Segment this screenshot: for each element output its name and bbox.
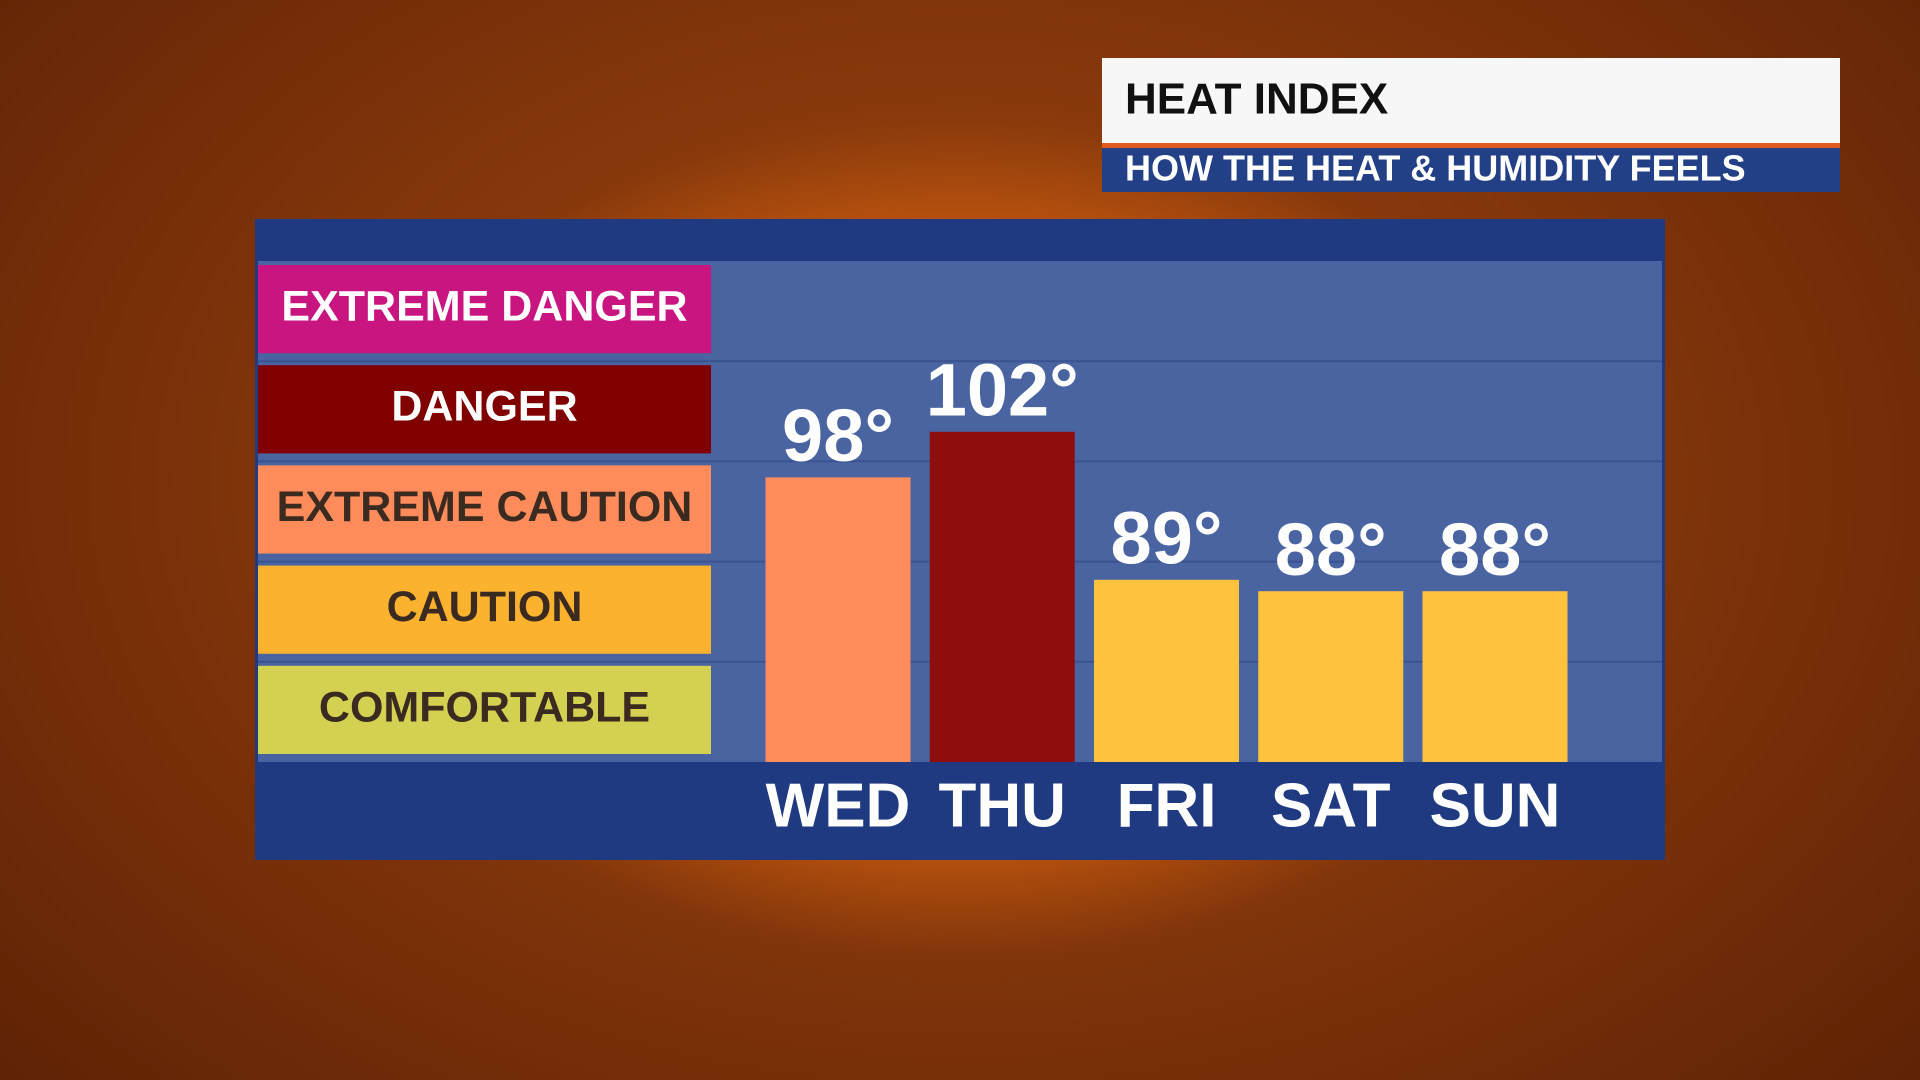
band-label: CAUTION	[387, 583, 583, 631]
x-tick-label: WED	[766, 771, 911, 840]
x-tick-label: SAT	[1271, 771, 1391, 840]
chart-subtitle: HOW THE HEAT & HUMIDITY FEELS	[1125, 148, 1746, 189]
band-label: COMFORTABLE	[319, 683, 650, 731]
bar	[929, 431, 1075, 762]
x-tick-label: FRI	[1117, 771, 1217, 840]
title-box	[1102, 58, 1840, 143]
bar	[1258, 591, 1404, 762]
value-label: 89°	[1111, 496, 1223, 579]
band-box	[258, 365, 711, 454]
value-label: 98°	[782, 394, 894, 477]
title-rule	[1102, 143, 1840, 148]
x-tick-label: SUN	[1430, 771, 1561, 840]
band-label: EXTREME DANGER	[281, 282, 687, 330]
x-tick-label: THU	[939, 771, 1066, 840]
band-label: EXTREME CAUTION	[277, 483, 693, 531]
band-box	[258, 265, 711, 354]
chart-title: HEAT INDEX	[1125, 75, 1388, 124]
bar	[1422, 591, 1568, 762]
band-label: DANGER	[391, 383, 577, 431]
band-box	[258, 665, 711, 754]
bar	[765, 477, 911, 762]
bar	[1094, 579, 1239, 762]
value-label: 88°	[1275, 508, 1387, 591]
band-box	[258, 565, 711, 654]
subtitle-box	[1102, 148, 1840, 192]
value-label: 102°	[926, 348, 1079, 431]
value-label: 88°	[1439, 508, 1551, 591]
band-box	[258, 465, 711, 554]
